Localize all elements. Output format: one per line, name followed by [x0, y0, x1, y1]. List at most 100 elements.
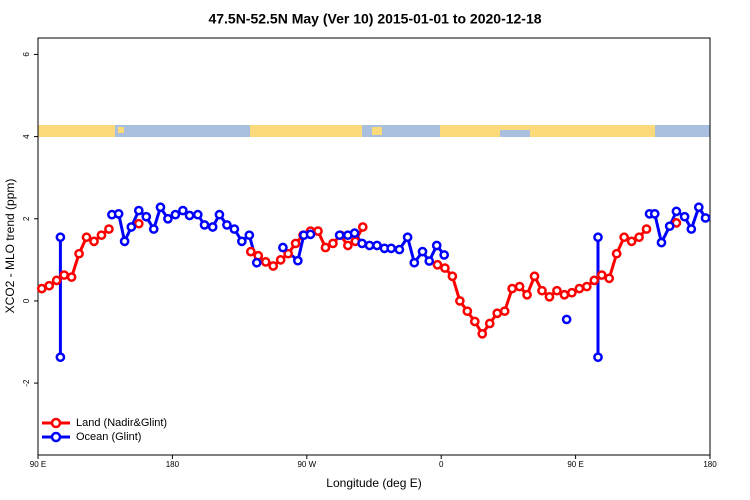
- legend-label: Ocean (Glint): [76, 431, 141, 443]
- data-point: [155, 202, 166, 213]
- data-point: [604, 273, 615, 284]
- data-point: [55, 232, 66, 243]
- data-point: [432, 259, 443, 270]
- data-point: [424, 256, 435, 266]
- data-point: [656, 237, 667, 248]
- data-point: [251, 257, 262, 268]
- data-point: [334, 230, 345, 241]
- data-point: [529, 271, 540, 282]
- data-point: [59, 270, 69, 280]
- data-point: [469, 316, 480, 327]
- data-point: [507, 283, 517, 294]
- x-axis-label: Longitude (deg E): [326, 476, 421, 490]
- data-point: [81, 232, 92, 243]
- data-point: [192, 209, 203, 220]
- data-point: [229, 224, 240, 234]
- data-point: [402, 232, 413, 243]
- data-point: [641, 224, 652, 234]
- data-point: [283, 248, 293, 259]
- data-point: [290, 238, 301, 249]
- data-point: [581, 281, 592, 292]
- data-point: [455, 296, 465, 306]
- data-point: [394, 244, 405, 255]
- data-point: [113, 208, 124, 219]
- data-point: [184, 210, 195, 221]
- data-point: [305, 229, 316, 240]
- data-point: [492, 308, 503, 319]
- data-point: [634, 232, 644, 243]
- data-point: [244, 230, 255, 241]
- data-point: [357, 222, 368, 232]
- legend-label: Land (Nadir&Glint): [76, 417, 167, 429]
- x-tick-label: 180: [166, 460, 180, 469]
- data-point: [574, 283, 585, 294]
- data-point: [664, 221, 675, 232]
- data-point: [589, 275, 600, 286]
- data-point: [619, 232, 629, 243]
- data-point: [163, 213, 173, 224]
- data-point: [537, 285, 547, 296]
- data-point: [148, 224, 159, 234]
- data-point: [170, 209, 181, 220]
- data-point: [484, 318, 495, 329]
- data-point: [51, 275, 62, 286]
- data-point: [66, 272, 77, 282]
- x-tick-label: 90 W: [297, 460, 316, 469]
- data-point: [89, 236, 99, 247]
- data-point: [522, 289, 532, 300]
- data-point: [671, 206, 682, 217]
- data-point: [567, 287, 577, 298]
- data-point: [357, 238, 367, 249]
- data-point: [447, 271, 458, 282]
- data-point: [126, 222, 137, 232]
- data-point: [700, 213, 711, 223]
- data-point: [593, 352, 603, 363]
- plot-frame: [37, 37, 711, 456]
- data-point: [44, 280, 55, 291]
- data-point: [133, 218, 144, 229]
- data-point: [364, 240, 375, 251]
- data-point: [292, 255, 303, 266]
- data-point: [462, 306, 473, 317]
- data-point: [596, 270, 607, 280]
- data-point: [36, 283, 47, 294]
- data-point: [278, 242, 288, 253]
- legend-marker: [50, 417, 62, 429]
- data-point: [440, 263, 450, 273]
- data-point: [477, 328, 488, 339]
- data-point: [260, 257, 271, 267]
- x-tick-label: 0: [439, 460, 444, 469]
- data-point: [514, 281, 525, 292]
- y-tick-label: 4: [22, 134, 31, 139]
- data-point: [178, 205, 188, 216]
- data-point: [372, 240, 382, 251]
- data-point: [417, 246, 428, 257]
- y-axis-label: XCO2 - MLO trend (ppm): [3, 179, 17, 314]
- y-tick-label: 2: [22, 216, 31, 221]
- data-point: [320, 242, 331, 253]
- x-tick-label: 180: [703, 460, 717, 469]
- data-point: [245, 246, 256, 257]
- data-point: [649, 208, 660, 219]
- data-point: [626, 236, 637, 247]
- map-strip: [38, 125, 710, 137]
- legend: Land (Nadir&Glint) Ocean (Glint): [42, 417, 167, 443]
- data-point: [119, 236, 130, 247]
- data-point: [275, 255, 286, 265]
- x-tick-label: 90 E: [30, 460, 46, 469]
- data-point: [679, 211, 690, 222]
- data-point: [544, 291, 555, 302]
- data-point: [207, 222, 218, 232]
- data-point: [386, 243, 397, 254]
- data-point: [313, 226, 323, 236]
- y-tick-label: 6: [22, 52, 31, 57]
- data-point: [686, 224, 697, 234]
- data-point: [559, 289, 570, 300]
- data-point: [561, 314, 572, 325]
- data-point: [133, 205, 144, 216]
- y-tick-label: -2: [22, 379, 31, 387]
- data-point: [552, 285, 562, 296]
- data-point: [74, 248, 84, 259]
- data-point: [236, 236, 247, 247]
